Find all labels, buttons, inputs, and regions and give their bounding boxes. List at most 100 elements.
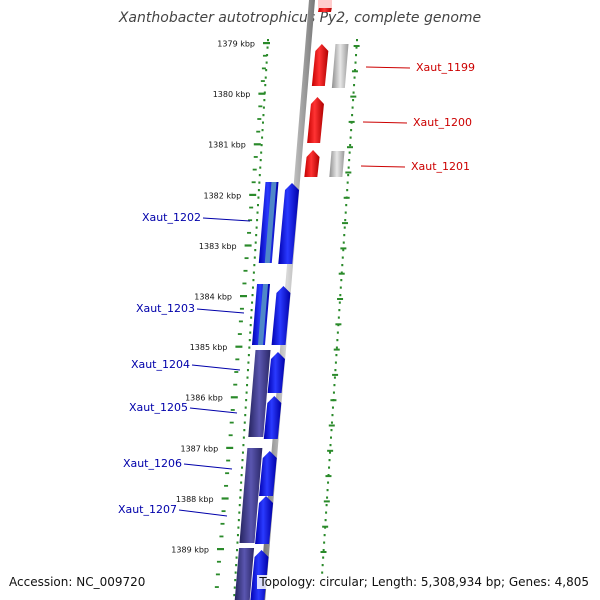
forward-strand-gene-arrow	[255, 496, 274, 544]
scale-tick-right	[320, 551, 327, 553]
forward-strand-gene-arrow	[271, 286, 291, 345]
scale-tick-minor	[244, 257, 249, 260]
scale-tick-minor	[242, 282, 247, 285]
scale-tick-right	[345, 171, 352, 174]
reverse-strand-gene-fragment	[318, 0, 332, 8]
gc-content-highlight	[264, 182, 277, 263]
scale-tick-major	[263, 42, 270, 45]
gene-label-leader	[196, 308, 245, 314]
gene-label-leader	[189, 407, 238, 414]
scale-tick-minor	[243, 269, 248, 272]
forward-strand-gene-arrow	[267, 352, 285, 393]
scale-tick-minor	[237, 333, 242, 335]
gene-label-leader	[178, 509, 228, 517]
reverse-strand-gene-arrow	[304, 150, 320, 177]
scale-tick-label: 1385 kbp	[190, 343, 228, 352]
scale-tick-major	[235, 345, 243, 348]
scale-tick-label: 1380 kbp	[213, 90, 251, 99]
scale-tick-major	[221, 497, 229, 500]
scale-tick-minor	[247, 231, 252, 234]
scale-tick-right	[342, 222, 349, 225]
scale-tick-minor	[257, 118, 262, 120]
scale-tick-minor	[260, 80, 265, 82]
scale-tick-right	[328, 424, 335, 427]
scale-tick-label: 1383 kbp	[199, 242, 237, 251]
scale-tick-major	[249, 193, 257, 196]
scale-tick-label: 1386 kbp	[185, 394, 223, 403]
scale-tick-right	[338, 272, 345, 275]
scale-tick-label: 1387 kbp	[180, 444, 218, 453]
gene-label: Xaut_1204	[131, 358, 190, 371]
gene-label: Xaut_1205	[129, 401, 188, 414]
gene-label: Xaut_1201	[411, 160, 470, 173]
scale-tick-major	[217, 548, 225, 551]
scale-tick-minor	[235, 358, 240, 361]
scale-tick-minor	[234, 371, 239, 373]
scale-tick-minor	[216, 560, 221, 563]
scale-tick-minor	[252, 168, 257, 171]
gc-content-segment	[248, 350, 271, 437]
scale-track-left	[233, 39, 269, 597]
scale-tick-label: 1381 kbp	[208, 141, 246, 150]
scale-tick-minor	[253, 156, 258, 158]
scale-tick-right	[322, 525, 329, 528]
scale-track-right	[321, 39, 358, 574]
scale-tick-minor	[215, 573, 220, 576]
scale-tick-right	[340, 247, 347, 250]
scale-tick-major	[230, 396, 238, 399]
scale-tick-major	[253, 143, 261, 146]
scale-tick-minor	[221, 510, 226, 513]
gc-skew-segment	[329, 151, 345, 177]
scale-tick-major	[226, 446, 234, 449]
scale-tick-minor	[229, 421, 234, 424]
gc-content-highlight	[257, 284, 269, 345]
scale-tick-minor	[238, 320, 243, 323]
scale-tick-right	[332, 373, 339, 376]
genome-summary: Topology: circular; Length: 5,308,934 bp…	[257, 575, 591, 589]
scale-tick-label: 1384 kbp	[194, 293, 232, 302]
scale-tick-right	[327, 449, 334, 452]
forward-strand-gene-arrow	[278, 183, 299, 264]
scale-tick-minor	[251, 181, 256, 184]
gene-label: Xaut_1206	[123, 457, 182, 470]
accession-label: Accession: NC_009720	[9, 575, 146, 589]
scale-tick-major	[258, 92, 266, 95]
gene-label-leader	[191, 364, 241, 371]
gene-label-leader	[360, 165, 406, 168]
scale-tick-minor	[256, 130, 261, 133]
genome-title: Xanthobacter autotrophicus Py2, complete…	[118, 10, 482, 26]
gc-content-segment	[234, 548, 255, 600]
scale-tick-minor	[262, 54, 267, 57]
scale-tick-right	[330, 399, 337, 402]
scale-tick-minor	[214, 586, 219, 588]
gc-content-segment	[239, 448, 263, 543]
scale-tick-right	[337, 298, 344, 300]
scale-tick-right	[351, 70, 358, 73]
scale-tick-minor	[248, 219, 253, 222]
scale-tick-label: 1389 kbp	[171, 546, 209, 555]
gene-label: Xaut_1203	[136, 302, 195, 315]
gc-skew-segment	[331, 44, 349, 88]
scale-tick-minor	[224, 484, 229, 487]
scale-tick-minor	[230, 409, 235, 411]
scale-tick-right	[343, 196, 350, 199]
reverse-strand-gene-arrow	[307, 97, 324, 143]
scale-tick-right	[353, 45, 360, 47]
scale-tick-right	[346, 146, 353, 149]
scale-tick-right	[350, 95, 357, 98]
scale-tick-minor	[228, 434, 233, 437]
scale-tick-right	[333, 348, 340, 351]
scale-tick-major	[240, 295, 248, 298]
scale-tick-minor	[258, 105, 263, 108]
scale-tick-minor	[249, 206, 254, 209]
scale-tick-minor	[219, 535, 224, 538]
gene-label: Xaut_1200	[413, 116, 472, 129]
reverse-strand-gene-arrow	[311, 44, 329, 86]
scale-tick-right	[348, 120, 355, 123]
scale-tick-minor	[225, 472, 230, 475]
gene-label: Xaut_1199	[416, 61, 475, 74]
gene-label-leader	[202, 217, 251, 222]
forward-strand-gene-arrow	[263, 396, 282, 439]
scale-tick-minor	[239, 307, 244, 310]
